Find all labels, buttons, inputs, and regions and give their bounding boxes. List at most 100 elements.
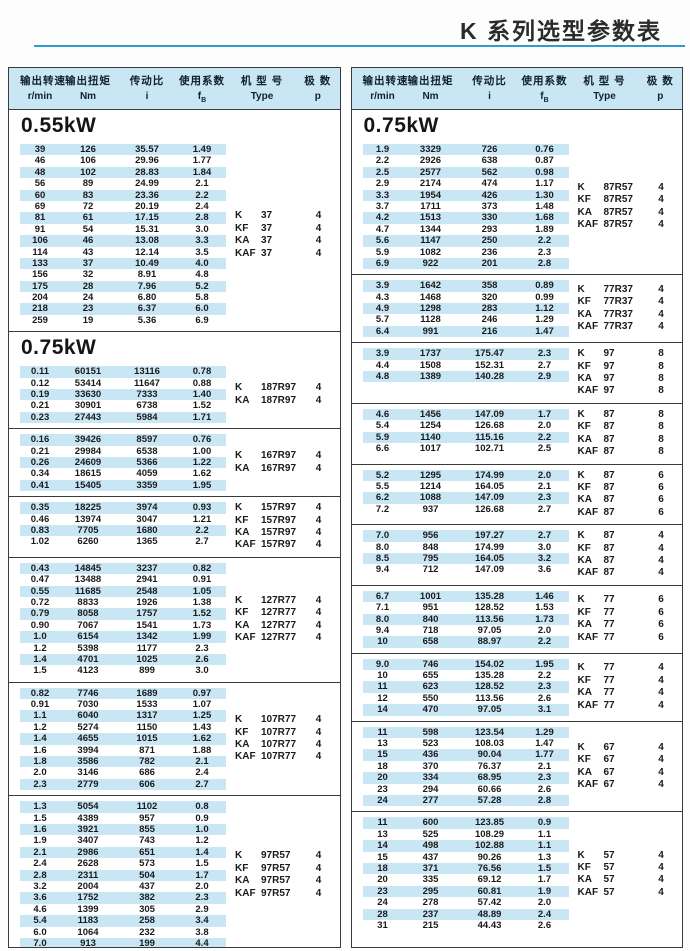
type-code: 87 — [603, 494, 615, 506]
type-pole: 4 — [315, 526, 322, 538]
row-cell: 13.08 — [135, 235, 159, 247]
row-cell: 13116 — [134, 366, 160, 378]
type-model: KAF — [577, 321, 599, 333]
row-cell: 19 — [82, 314, 94, 326]
table-row: 20 335 69.12 1.7 — [363, 874, 569, 885]
rows-area: 7.0 956 197.27 2.7 8.0 848 174.99 3.0 8.5 795 164.… — [362, 530, 569, 580]
table-row: 4.3 1468 320 0.99 — [363, 292, 569, 303]
row-cell: 10 — [377, 636, 388, 648]
row-cell: 600 — [422, 817, 439, 829]
table-row: 0.21 29984 6538 1.00 — [20, 446, 226, 457]
table-row: 5.7 1128 246 1.29 — [363, 314, 569, 325]
header-unit: p — [314, 91, 321, 102]
type-code: 127R77 — [261, 607, 297, 619]
table-row: 6.9 922 201 2.8 — [362, 257, 569, 270]
type-line: KA 57 4 — [578, 874, 679, 886]
table-row: 3.6 1752 382 2.3 — [20, 892, 226, 904]
row-cell: 1.95 — [192, 479, 212, 491]
row-cell: 1140 — [420, 431, 441, 443]
table-section: 39 126 35.57 1.49 46 106 29.96 1.77 48 102 28.83 1.… — [9, 139, 340, 331]
row-cell: 106 — [80, 155, 96, 167]
type-model: KAF — [577, 886, 599, 898]
type-code: 107R77 — [261, 751, 297, 763]
row-cell: 1926 — [136, 596, 158, 608]
row-cell: 11 — [377, 817, 388, 829]
table-row: 0.82 7746 1689 0.97 — [20, 687, 226, 700]
row-cell: 1295 — [419, 469, 442, 481]
row-cell: 1.05 — [192, 585, 212, 597]
row-cell: 0.83 — [30, 524, 50, 536]
type-code: 87 — [603, 554, 615, 566]
type-pole: 4 — [658, 321, 664, 333]
row-cell: 174.99 — [474, 541, 505, 553]
type-pole: 6 — [658, 469, 664, 481]
type-code: 87R57 — [603, 181, 633, 193]
row-cell: 60.66 — [477, 783, 502, 795]
header-label: 传动比 — [472, 75, 507, 87]
row-cell: 2.9 — [195, 903, 209, 915]
table-row: 5.2 1295 174.99 2.0 — [362, 469, 569, 481]
type-pole: 4 — [658, 861, 664, 873]
type-model: KAF — [577, 219, 599, 231]
row-cell: 1.53 — [535, 602, 554, 614]
row-cell: 2.2 — [195, 524, 209, 536]
row-cell: 6.0 — [33, 926, 47, 938]
row-cell: 2.0 — [537, 624, 552, 636]
row-cell: 14845 — [74, 562, 102, 574]
type-model: KF — [235, 862, 249, 874]
row-cell: 13 — [377, 828, 388, 840]
row-cell: 15.31 — [135, 223, 159, 235]
type-line: KF 77 4 — [578, 675, 679, 687]
type-code: 77 — [603, 606, 615, 618]
row-cell: 0.47 — [30, 574, 50, 586]
row-cell: 1.0 — [195, 823, 209, 835]
row-cell: 102.88 — [474, 840, 505, 852]
table-row: 0.72 8833 1926 1.38 — [20, 597, 226, 608]
type-line: KF 87 4 — [578, 543, 679, 555]
row-cell: 83 — [82, 189, 94, 201]
row-cell: 2.8 — [33, 869, 47, 881]
table-row: 4.9 1298 283 1.12 — [362, 303, 569, 315]
row-cell: 371 — [422, 862, 439, 874]
row-cell: 2.4 — [195, 767, 209, 779]
table-row: 20 334 68.95 2.3 — [362, 772, 569, 784]
table-row: 0.47 13488 2941 0.91 — [20, 574, 226, 585]
table-row: 56 89 24.99 2.1 — [20, 178, 226, 189]
row-cell: 2.7 — [537, 530, 552, 542]
row-cell: 1183 — [77, 915, 99, 927]
row-cell: 3.0 — [195, 223, 209, 235]
row-cell: 3586 — [77, 756, 99, 768]
row-cell: 1.8 — [33, 756, 47, 768]
type-line: KAF 87 8 — [578, 446, 679, 458]
row-cell: 2311 — [77, 869, 99, 881]
row-cell: 10 — [377, 670, 388, 682]
type-line: KAF 87 6 — [578, 507, 679, 519]
type-model: K — [235, 210, 243, 222]
row-cell: 7705 — [77, 524, 99, 536]
type-model: KA — [235, 526, 250, 538]
row-cell: 1541 — [136, 619, 158, 631]
table-section: 4.6 1456 147.09 1.7 5.4 1254 126.68 2.0 5.9 1140 1… — [351, 402, 682, 464]
row-cell: 277 — [422, 795, 439, 806]
type-line: K 77 4 — [578, 662, 679, 674]
table-row: 11 623 128.52 2.3 — [362, 681, 569, 693]
type-code: 97R57 — [261, 850, 291, 862]
type-model: KAF — [577, 506, 599, 518]
types-area: K 167R97 4 KA 167R97 4 — [226, 434, 340, 491]
row-cell: 0.99 — [535, 291, 554, 303]
table-row: 0.90 7067 1541 1.73 — [20, 620, 226, 631]
row-cell: 29.96 — [135, 155, 159, 167]
row-cell: 1.6 — [33, 823, 47, 835]
row-cell: 28.83 — [135, 166, 159, 178]
type-pole: 4 — [315, 394, 322, 406]
row-cell: 4123 — [77, 665, 99, 677]
type-model: KAF — [235, 247, 256, 259]
table-row: 2.8 2311 504 1.7 — [20, 869, 226, 881]
row-cell: 232 — [139, 926, 155, 938]
row-cell: 9.4 — [375, 624, 390, 636]
row-cell: 0.19 — [30, 389, 50, 401]
type-line: K 87 4 — [578, 530, 679, 542]
row-cell: 1752 — [77, 892, 99, 904]
type-code: 97R57 — [261, 875, 291, 887]
row-cell: 2.2 — [537, 670, 552, 682]
